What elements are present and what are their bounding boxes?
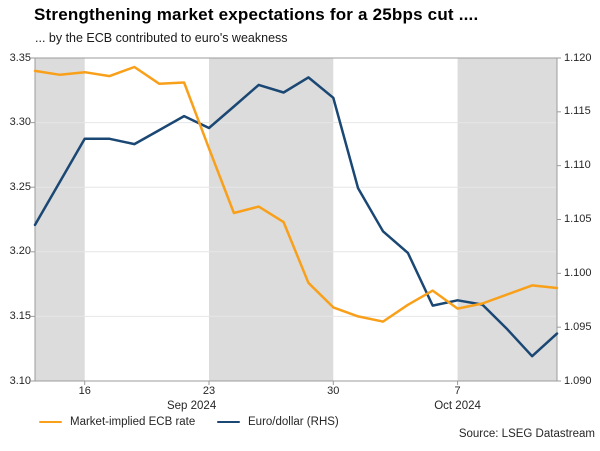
- legend-item-eurusd: Euro/dollar (RHS): [217, 414, 339, 430]
- ecb-rate-line: [33, 65, 559, 323]
- legend-item-ecb-rate: Market-implied ECB rate: [39, 414, 195, 430]
- legend-label-eurusd: Euro/dollar (RHS): [248, 416, 339, 428]
- eurusd-line: [33, 76, 559, 358]
- source-attribution: Source: LSEG Datastream: [458, 428, 595, 440]
- weekly-shading-bands: [35, 58, 557, 381]
- chart-subtitle: ... by the ECB contributed to euro's wea…: [35, 31, 288, 45]
- legend: Market-implied ECB rate Euro/dollar (RHS…: [0, 414, 600, 430]
- legend-label-ecb-rate: Market-implied ECB rate: [70, 416, 196, 428]
- data-series-lines: [33, 65, 559, 358]
- chart-title: Strengthening market expectations for a …: [34, 5, 479, 24]
- blue-line-swatch-icon: [217, 420, 240, 424]
- orange-line-swatch-icon: [39, 420, 62, 424]
- axis-tick-marks: [31, 57, 561, 385]
